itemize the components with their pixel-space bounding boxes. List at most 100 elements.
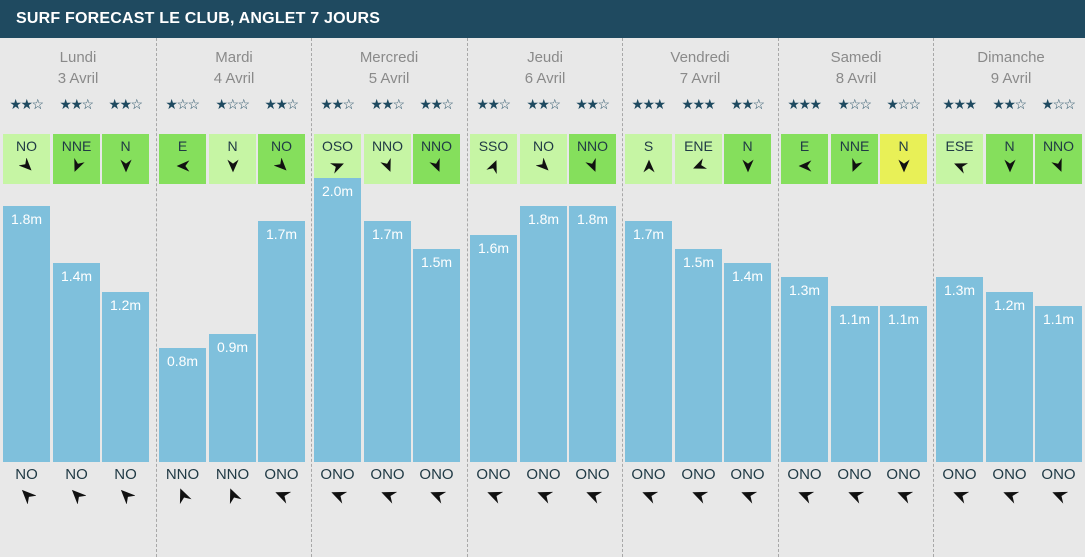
swell-direction-label: ONO	[575, 466, 610, 483]
swell-arrow-icon	[429, 491, 446, 504]
star-empty-icon: ☆	[226, 96, 239, 112]
star-empty-icon: ☆	[848, 96, 861, 112]
wind-direction-label: NO	[533, 138, 554, 154]
swell-direction-label: NNO	[165, 466, 200, 483]
wind-arrow-icon	[897, 159, 910, 173]
swell-direction-label: ONO	[264, 466, 299, 483]
star-empty-icon: ☆	[897, 96, 910, 112]
swell-direction-label: ONO	[942, 466, 977, 483]
day-date: 6 Avril	[524, 70, 566, 87]
wind-direction-label: N	[120, 138, 131, 154]
swell-arrow-icon	[380, 491, 397, 504]
wave-height-label: 0.9m	[216, 339, 249, 355]
star-filled-icon: ★	[59, 96, 72, 112]
swell-direction-label: ONO	[1041, 466, 1076, 483]
wind-direction-label: ENE	[684, 138, 713, 154]
star-filled-icon: ★	[487, 96, 500, 112]
swell-arrow	[584, 486, 602, 504]
wave-height-bar: 1.3m	[936, 277, 983, 462]
rating-stars: ★★☆	[521, 94, 565, 114]
wave-height-bar: 1.1m	[880, 306, 927, 462]
rating-stars: ★★☆	[315, 94, 359, 114]
swell-arrow-icon	[120, 489, 136, 505]
swell-direction: NO	[53, 462, 100, 512]
wind-box: NNO	[364, 134, 411, 184]
star-filled-icon: ★	[419, 96, 432, 112]
rating-stars: ★★☆	[4, 94, 48, 114]
wind-direction-label: NNO	[420, 138, 453, 154]
wind-box: NNE	[831, 134, 878, 184]
wind-arrow-icon	[485, 160, 497, 175]
star-filled-icon: ★	[886, 96, 899, 112]
star-filled-icon: ★	[430, 96, 443, 112]
wind-direction-label: NNO	[576, 138, 609, 154]
wave-height-bar: 1.4m	[53, 263, 100, 462]
swell-direction-label: ONO	[837, 466, 872, 483]
day-column: Dimanche 9 Avril ★★★ ESE 1.3m ONO ★★☆ N 1.2m ONO ★…	[933, 38, 1085, 557]
swell-arrow-icon	[486, 491, 503, 504]
star-filled-icon: ★	[730, 96, 743, 112]
swell-direction-label: ONO	[886, 466, 921, 483]
wind-arrow	[225, 158, 241, 174]
wind-box: N	[209, 134, 256, 184]
swell-arrow-icon	[641, 491, 658, 504]
swell-arrow	[18, 486, 37, 505]
star-empty-icon: ☆	[81, 96, 95, 112]
wave-height-label: 1.1m	[838, 311, 871, 327]
wind-arrow	[584, 157, 601, 174]
wave-height-bar: 1.1m	[1035, 306, 1082, 462]
swell-direction: ONO	[986, 462, 1033, 512]
wind-arrow	[797, 158, 813, 174]
swell-arrow	[895, 486, 913, 504]
swell-direction: ONO	[781, 462, 828, 512]
day-divider	[467, 38, 468, 557]
wind-arrow	[952, 158, 968, 174]
swell-direction-label: NNO	[215, 466, 250, 483]
star-empty-icon: ☆	[441, 96, 455, 112]
swell-arrow-icon	[1051, 491, 1068, 504]
swell-arrow	[796, 486, 814, 504]
day-name: Dimanche	[977, 49, 1045, 66]
wave-height-label: 1.8m	[10, 211, 43, 227]
wave-height-bar: 1.6m	[470, 235, 517, 462]
wind-box: NO	[520, 134, 567, 184]
star-empty-icon: ☆	[1063, 96, 1077, 112]
star-filled-icon: ★	[370, 96, 383, 112]
wind-direction-label: E	[177, 138, 188, 154]
wind-box: ENE	[675, 134, 722, 184]
wave-height-label: 1.8m	[576, 211, 609, 227]
wind-direction-label: OSO	[321, 138, 354, 154]
wave-height-label: 1.4m	[60, 268, 93, 284]
star-empty-icon: ☆	[859, 96, 873, 112]
swell-arrow	[428, 486, 446, 504]
swell-arrow	[846, 486, 864, 504]
star-filled-icon: ★	[586, 96, 599, 112]
wave-height-label: 1.1m	[887, 311, 920, 327]
wave-height-label: 2.0m	[321, 183, 354, 199]
swell-direction: NNO	[209, 462, 256, 512]
rating-stars: ★★☆	[570, 94, 614, 114]
wind-box: NO	[258, 134, 305, 184]
swell-arrow	[273, 486, 291, 504]
star-filled-icon: ★	[108, 96, 121, 112]
rating-stars: ★☆☆	[1036, 94, 1080, 114]
swell-direction-label: ONO	[370, 466, 405, 483]
day-name: Vendredi	[670, 49, 730, 66]
swell-arrow	[485, 486, 503, 504]
wind-direction-label: N	[1004, 138, 1015, 154]
day-date: 7 Avril	[679, 70, 721, 87]
wave-height-label: 1.3m	[788, 282, 821, 298]
swell-arrow-icon	[536, 491, 553, 504]
wind-arrow-icon	[1050, 157, 1062, 172]
rating-stars: ★★★	[676, 94, 720, 114]
star-filled-icon: ★	[526, 96, 539, 112]
swell-direction: ONO	[831, 462, 878, 512]
star-filled-icon: ★	[1003, 96, 1016, 112]
star-filled-icon: ★	[476, 96, 489, 112]
swell-direction-label: NO	[65, 466, 88, 483]
wind-direction-label: NNO	[371, 138, 404, 154]
wind-box: NNO	[1035, 134, 1082, 184]
star-filled-icon: ★	[20, 96, 33, 112]
wind-arrow	[485, 158, 502, 175]
wave-height-label: 1.2m	[993, 297, 1026, 313]
